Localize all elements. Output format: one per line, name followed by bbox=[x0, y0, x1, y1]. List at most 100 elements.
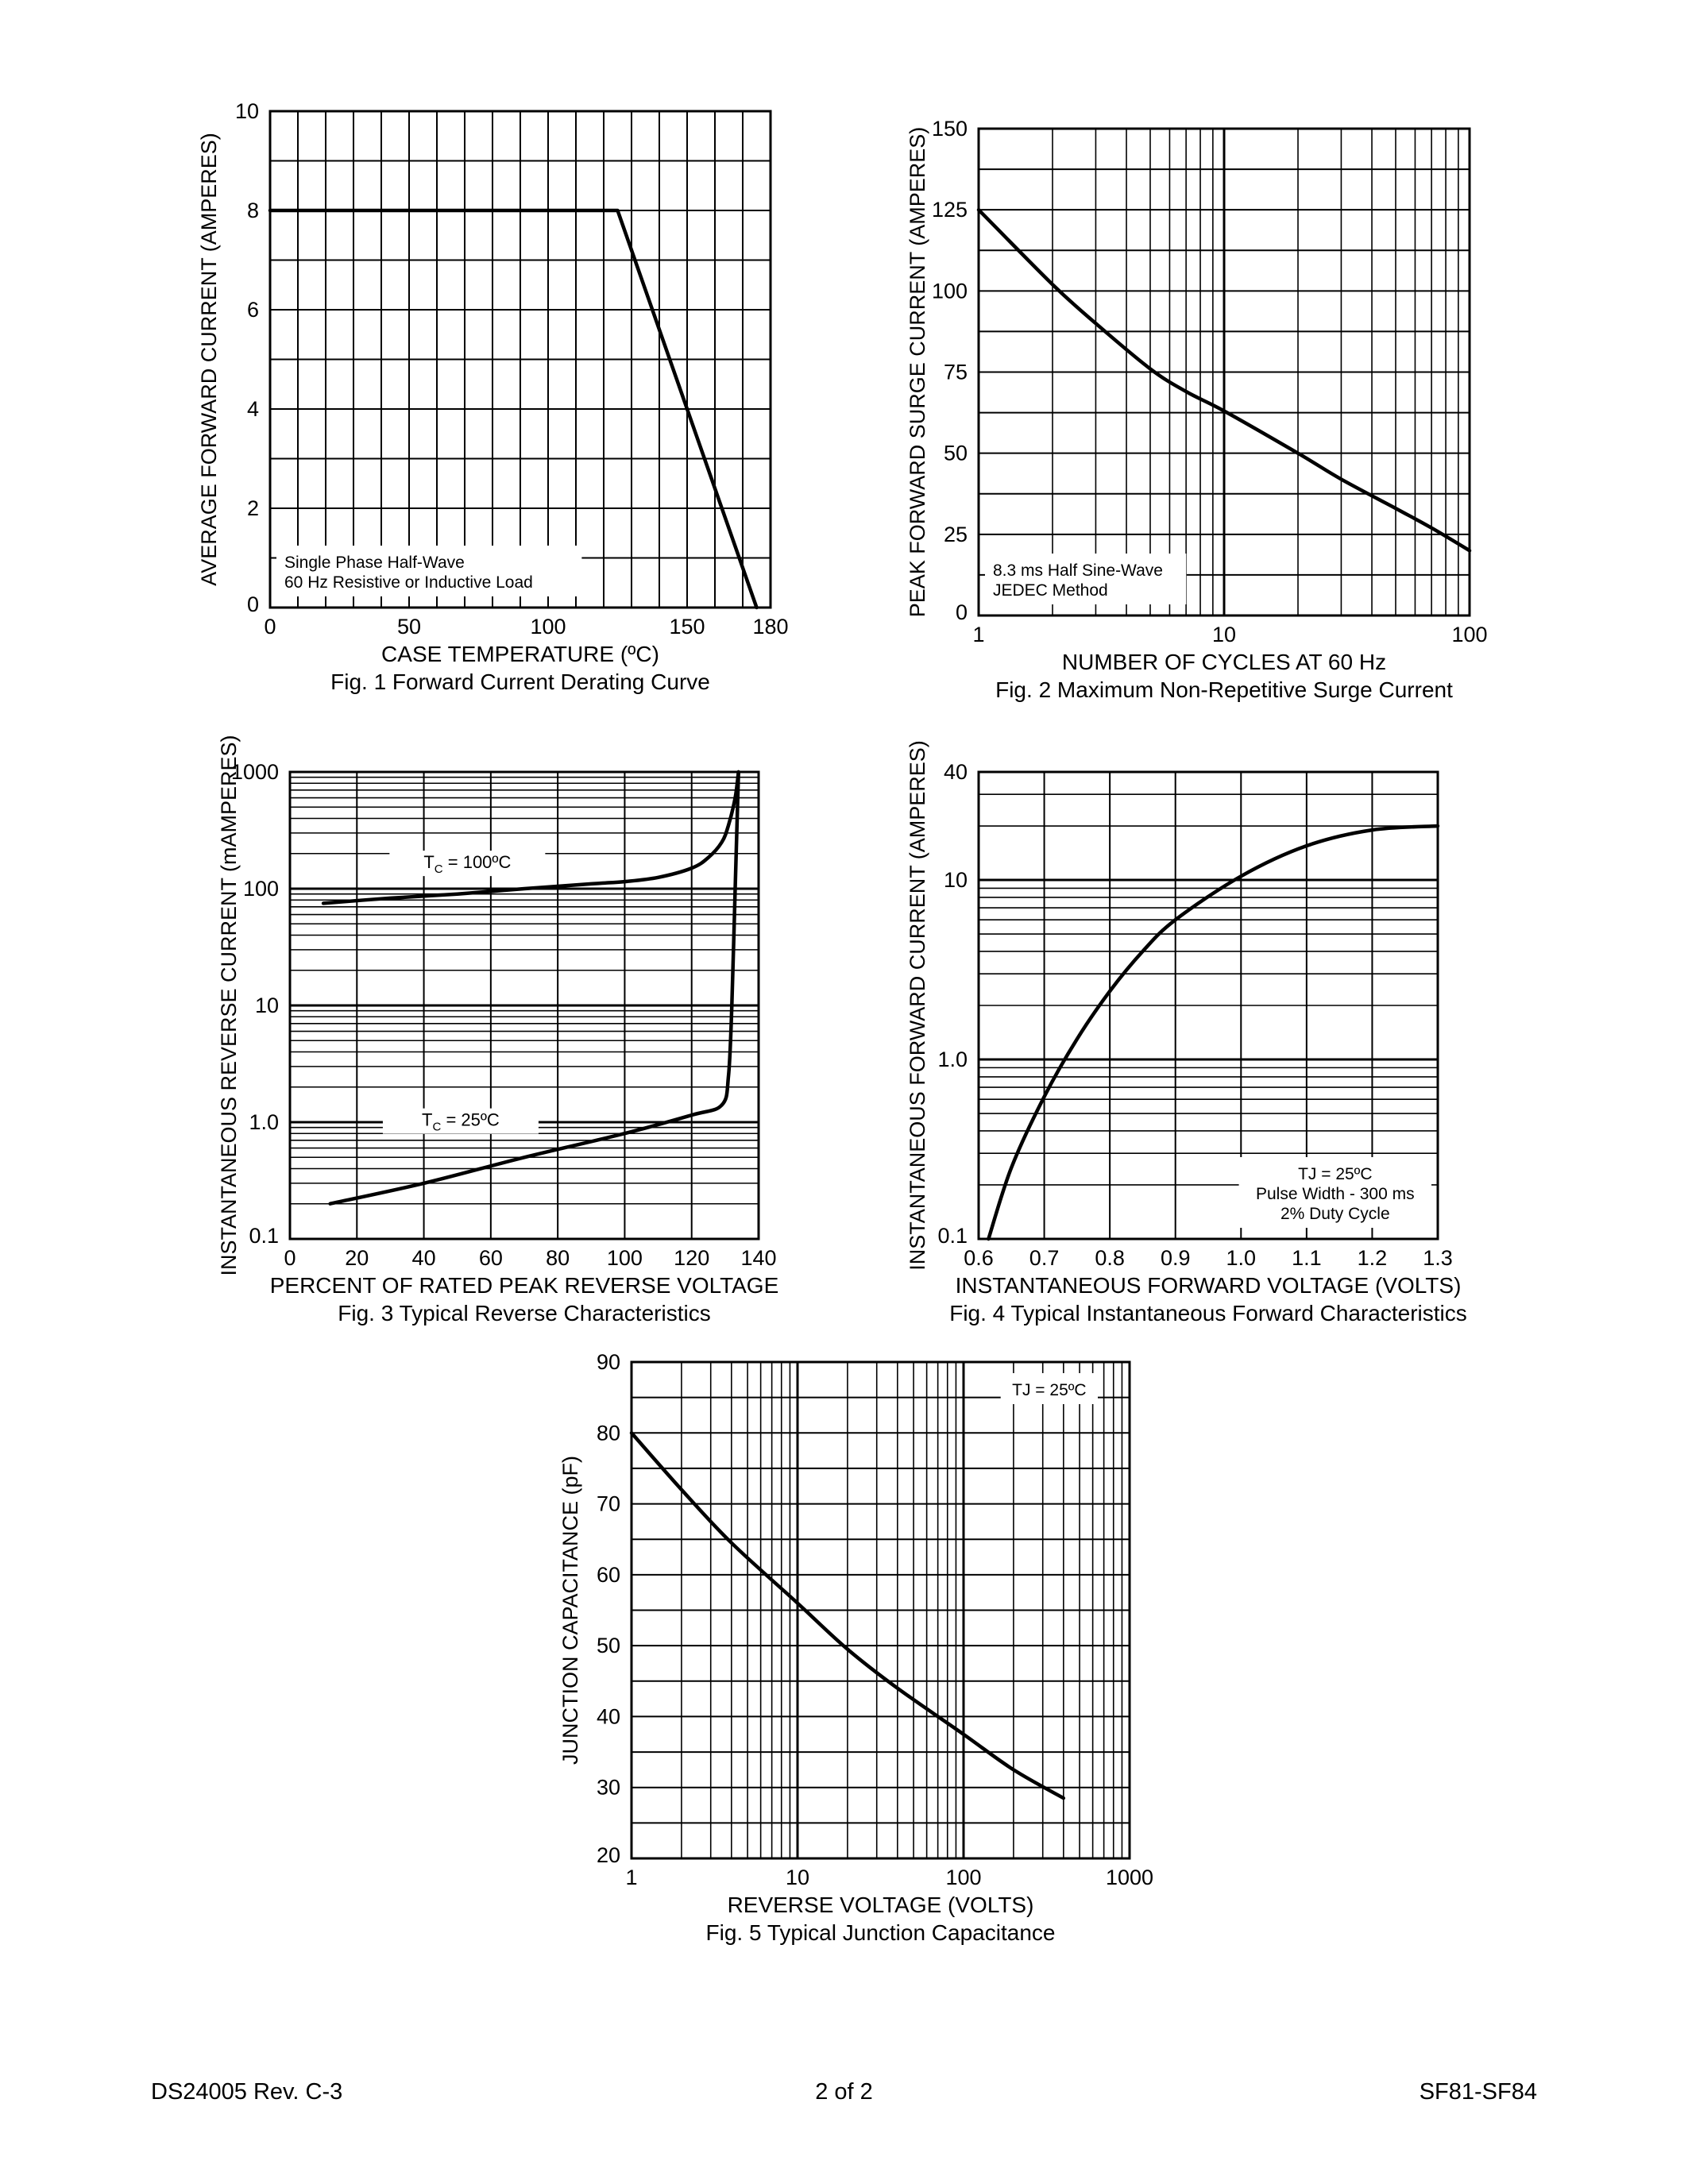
x-tick-label: 0.9 bbox=[1161, 1246, 1191, 1270]
fig5-chart: TJ = 25ºC 1 10 100 1000 20 30 40 50 60 70 80 90 REVER… bbox=[558, 1350, 1153, 1945]
x-tick-label: 60 bbox=[479, 1246, 503, 1270]
fig2-x-axis-label: NUMBER OF CYCLES AT 60 Hz bbox=[1062, 650, 1386, 674]
x-tick-label: 1 bbox=[972, 623, 984, 646]
y-tick-label: 10 bbox=[255, 994, 279, 1017]
y-tick-label: 40 bbox=[944, 760, 968, 784]
x-tick-label: 100 bbox=[607, 1246, 643, 1270]
x-tick-label: 80 bbox=[546, 1246, 570, 1270]
y-tick-label: 0.1 bbox=[937, 1224, 968, 1248]
annotation-line: 60 Hz Resistive or Inductive Load bbox=[284, 573, 533, 592]
x-tick-label: 120 bbox=[674, 1246, 709, 1270]
fig4-series-line bbox=[987, 824, 1440, 1241]
fig3-series-line-0 bbox=[321, 770, 740, 905]
fig2-grid bbox=[977, 128, 1471, 616]
x-tick-label: 0.7 bbox=[1029, 1246, 1060, 1270]
series-label-bg bbox=[389, 851, 546, 877]
fig3-series-line-1 bbox=[328, 770, 740, 1206]
fig4-plot-frame bbox=[977, 770, 1439, 1241]
x-tick-label: 0.8 bbox=[1095, 1246, 1125, 1270]
x-tick-label: 50 bbox=[397, 615, 421, 639]
x-tick-label: 10 bbox=[786, 1866, 809, 1889]
x-tick-label: 1.2 bbox=[1358, 1246, 1388, 1270]
fig3-plot-frame bbox=[288, 770, 760, 1241]
y-tick-label: 0 bbox=[247, 592, 259, 616]
fig1-x-axis-label: CASE TEMPERATURE (ºC) bbox=[381, 642, 659, 666]
y-tick-label: 50 bbox=[597, 1634, 620, 1657]
y-tick-label: 100 bbox=[932, 279, 968, 303]
annotation-line: 2% Duty Cycle bbox=[1280, 1205, 1390, 1223]
x-tick-label: 40 bbox=[412, 1246, 436, 1270]
x-tick-label: 100 bbox=[945, 1866, 981, 1889]
series-label-text: TC = 100ºC bbox=[423, 852, 511, 876]
series-label-bg bbox=[382, 1108, 539, 1134]
footer-document-id: DS24005 Rev. C-3 bbox=[151, 2079, 343, 2105]
y-tick-label: 1.0 bbox=[249, 1110, 279, 1134]
fig1-caption: Fig. 1 Forward Current Derating Curve bbox=[330, 669, 710, 694]
y-tick-label: 1.0 bbox=[937, 1048, 968, 1071]
fig3-grid bbox=[289, 770, 759, 1241]
x-tick-label: 1000 bbox=[1106, 1866, 1153, 1889]
fig5-grid bbox=[630, 1361, 1131, 1859]
y-tick-label: 150 bbox=[932, 117, 968, 141]
y-tick-label: 75 bbox=[944, 361, 968, 384]
fig1-grid bbox=[269, 110, 771, 608]
y-tick-label: 2 bbox=[247, 496, 259, 520]
fig3-y-axis-label: INSTANTANEOUS REVERSE CURRENT (mAMPERES) bbox=[217, 735, 241, 1275]
fig5-x-axis-label: REVERSE VOLTAGE (VOLTS) bbox=[728, 1893, 1034, 1917]
y-tick-label: 0.1 bbox=[249, 1224, 279, 1248]
annotation-box bbox=[276, 546, 582, 596]
x-tick-label: 1.3 bbox=[1423, 1246, 1453, 1270]
y-tick-label: 100 bbox=[243, 877, 279, 901]
footer-part-number: SF81-SF84 bbox=[1419, 2079, 1537, 2105]
series-label-text: TC = 25ºC bbox=[422, 1110, 500, 1134]
y-tick-label: 30 bbox=[597, 1776, 620, 1800]
y-tick-label: 20 bbox=[597, 1843, 620, 1867]
y-tick-label: 40 bbox=[597, 1704, 620, 1728]
y-tick-label: 25 bbox=[944, 523, 968, 546]
series-label: TC = 25ºC bbox=[382, 1108, 539, 1134]
annotation-box bbox=[1000, 1373, 1098, 1404]
x-tick-label: 140 bbox=[740, 1246, 776, 1270]
fig2-caption: Fig. 2 Maximum Non-Repetitive Surge Curr… bbox=[995, 677, 1453, 702]
fig4-caption: Fig. 4 Typical Instantaneous Forward Cha… bbox=[949, 1301, 1467, 1325]
fig5-plot-frame bbox=[630, 1360, 1131, 1860]
y-tick-label: 10 bbox=[944, 868, 968, 892]
fig2-y-axis-label: PEAK FORWARD SURGE CURRENT (AMPERES) bbox=[906, 127, 929, 618]
fig2-series-line bbox=[976, 207, 1472, 553]
fig1-series-line bbox=[268, 208, 759, 610]
x-tick-label: 150 bbox=[669, 615, 705, 639]
fig1-plot-frame bbox=[268, 110, 772, 609]
y-tick-label: 0 bbox=[956, 600, 968, 624]
fig4-chart: TJ = 25ºC Pulse Width - 300 ms 2% Duty Cyc… bbox=[906, 740, 1467, 1325]
annotation-line: Single Phase Half-Wave bbox=[284, 554, 465, 572]
y-tick-label: 10 bbox=[235, 99, 259, 123]
y-tick-label: 6 bbox=[247, 298, 259, 322]
x-tick-label: 1.0 bbox=[1226, 1246, 1257, 1270]
annotation-line: 8.3 ms Half Sine-Wave bbox=[993, 561, 1163, 580]
x-tick-label: 0 bbox=[284, 1246, 295, 1270]
fig1-y-axis-label: AVERAGE FORWARD CURRENT (AMPERES) bbox=[197, 133, 221, 586]
fig2-plot-frame bbox=[977, 127, 1471, 617]
y-tick-label: 60 bbox=[597, 1563, 620, 1587]
x-tick-label: 100 bbox=[1451, 623, 1487, 646]
y-tick-label: 90 bbox=[597, 1350, 620, 1374]
x-tick-label: 0 bbox=[264, 615, 276, 639]
fig3-chart: TC = 100ºC TC = 25ºC 0 20 40 60 80 100 120 140 0.1… bbox=[217, 735, 778, 1325]
fig5-annotation: TJ = 25ºC bbox=[1000, 1373, 1098, 1404]
annotation-line: TJ = 25ºC bbox=[1298, 1165, 1372, 1183]
footer-page-number: 2 of 2 bbox=[815, 2079, 873, 2105]
annotation-line: Pulse Width - 300 ms bbox=[1256, 1185, 1415, 1203]
annotation-line: JEDEC Method bbox=[993, 581, 1108, 600]
fig3-caption: Fig. 3 Typical Reverse Characteristics bbox=[338, 1301, 710, 1325]
fig5-y-axis-label: JUNCTION CAPACITANCE (pF) bbox=[558, 1456, 582, 1765]
fig5-series-line bbox=[629, 1431, 1066, 1800]
x-tick-label: 1.1 bbox=[1292, 1246, 1322, 1270]
annotation-box bbox=[1238, 1157, 1431, 1228]
y-tick-label: 50 bbox=[944, 442, 968, 465]
y-tick-label: 4 bbox=[247, 397, 259, 421]
